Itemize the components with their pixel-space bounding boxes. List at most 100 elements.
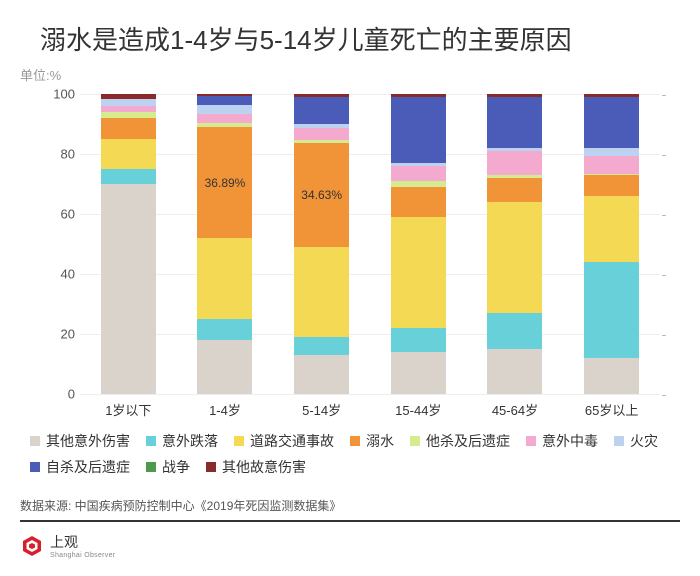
- legend-item: 道路交通事故: [234, 431, 334, 451]
- bar-segment: [391, 217, 446, 328]
- legend-swatch: [526, 436, 536, 446]
- legend-item: 意外跌落: [146, 431, 218, 451]
- legend-label: 自杀及后遗症: [46, 457, 130, 477]
- bar-segment: [101, 94, 156, 99]
- bar-segment: [391, 328, 446, 352]
- bar-segment: [101, 139, 156, 169]
- bar-segment: [101, 169, 156, 184]
- bar-segment: [584, 94, 639, 97]
- legend-swatch: [614, 436, 624, 446]
- bar-segment: [294, 140, 349, 143]
- y-tick: 100: [53, 87, 75, 102]
- legend-item: 其他意外伤害: [30, 431, 130, 451]
- value-label: 36.89%: [205, 176, 246, 190]
- legend-swatch: [146, 462, 156, 472]
- bar-segment: [584, 262, 639, 358]
- chart-subtitle: 单位:%: [20, 65, 680, 84]
- bar-segment: [197, 96, 252, 105]
- bar-segment: [584, 174, 639, 176]
- bar-segment: [197, 94, 252, 96]
- legend-label: 意外跌落: [162, 431, 218, 451]
- x-label: 1岁以下: [101, 400, 156, 419]
- bar-segment: [294, 124, 349, 129]
- bar-segment: [294, 337, 349, 355]
- legend-swatch: [350, 436, 360, 446]
- bar-segment: 34.63%: [294, 143, 349, 247]
- bar-segment: [101, 99, 156, 107]
- bar-segment: [294, 97, 349, 124]
- bar-segment: [197, 340, 252, 394]
- chart-plot-area: 020406080100 36.89%34.63%: [80, 94, 660, 394]
- brand-logo-icon: [20, 534, 44, 558]
- bar-segment: [584, 97, 639, 148]
- legend-item: 火灾: [614, 431, 658, 451]
- legend-item: 其他故意伤害: [206, 457, 306, 477]
- bar: [584, 94, 639, 394]
- x-label: 5-14岁: [294, 400, 349, 419]
- bar-segment: [391, 187, 446, 217]
- bar-segment: [584, 156, 639, 174]
- bar-segment: [294, 94, 349, 97]
- bar-segment: [294, 355, 349, 394]
- bar-segment: [487, 94, 542, 97]
- legend-swatch: [30, 462, 40, 472]
- legend-label: 溺水: [366, 431, 394, 451]
- bar-segment: [487, 178, 542, 202]
- bar-segment: [197, 105, 252, 114]
- bar: [101, 94, 156, 394]
- value-label: 34.63%: [301, 188, 342, 202]
- bar-segment: [487, 202, 542, 313]
- legend-swatch: [146, 436, 156, 446]
- y-tick: 40: [61, 267, 75, 282]
- chart-container: 溺水是造成1-4岁与5-14岁儿童死亡的主要原因 单位:% 0204060801…: [0, 0, 700, 576]
- legend-item: 自杀及后遗症: [30, 457, 130, 477]
- bar-segment: [584, 175, 639, 196]
- legend-label: 其他故意伤害: [222, 457, 306, 477]
- x-label: 65岁以上: [584, 400, 639, 419]
- legend-label: 其他意外伤害: [46, 431, 130, 451]
- x-label: 45-64岁: [487, 400, 542, 419]
- bar-segment: [487, 175, 542, 178]
- bar-segment: [584, 358, 639, 394]
- x-label: 15-44岁: [391, 400, 446, 419]
- bar-segment: [584, 196, 639, 262]
- bar-segment: [101, 112, 156, 118]
- legend-label: 火灾: [630, 431, 658, 451]
- legend-item: 他杀及后遗症: [410, 431, 510, 451]
- brand-name: 上观: [50, 532, 115, 552]
- bar-segment: [584, 148, 639, 156]
- legend-label: 战争: [162, 457, 190, 477]
- bar-segment: [197, 319, 252, 340]
- bar-segment: [487, 151, 542, 175]
- brand-subtitle: Shanghai Observer: [50, 552, 115, 559]
- x-label: 1-4岁: [197, 400, 252, 419]
- brand-text-wrap: 上观 Shanghai Observer: [50, 532, 115, 559]
- bar-segment: [391, 352, 446, 394]
- bar-segment: [487, 97, 542, 148]
- legend-label: 意外中毒: [542, 431, 598, 451]
- bars: 36.89% 34.63%: [80, 94, 660, 394]
- bar-segment: [487, 313, 542, 349]
- bar-segment: [101, 106, 156, 112]
- legend: 其他意外伤害 意外跌落 道路交通事故 溺水 他杀及后遗症 意外中毒 火灾自杀及后遗症 战争 其他…: [30, 431, 670, 477]
- bar-segment: [391, 181, 446, 187]
- bar-segment: [101, 118, 156, 139]
- y-tick: 80: [61, 147, 75, 162]
- bar: [391, 94, 446, 394]
- bar-segment: [391, 94, 446, 97]
- legend-label: 道路交通事故: [250, 431, 334, 451]
- bar-segment: [391, 97, 446, 163]
- bar-segment: [197, 123, 252, 128]
- x-axis: 1岁以下 1-4岁 5-14岁 15-44岁 45-64岁 65岁以上: [80, 400, 660, 419]
- y-tick: 0: [68, 387, 75, 402]
- bar-segment: [294, 247, 349, 337]
- bar-segment: [487, 349, 542, 394]
- bar-segment: [197, 114, 252, 123]
- y-axis: 020406080100: [45, 94, 75, 394]
- bar: [487, 94, 542, 394]
- bar-segment: [294, 128, 349, 140]
- legend-label: 他杀及后遗症: [426, 431, 510, 451]
- bar-segment: [391, 163, 446, 166]
- bar-segment: [391, 166, 446, 181]
- bar: 36.89%: [197, 94, 252, 394]
